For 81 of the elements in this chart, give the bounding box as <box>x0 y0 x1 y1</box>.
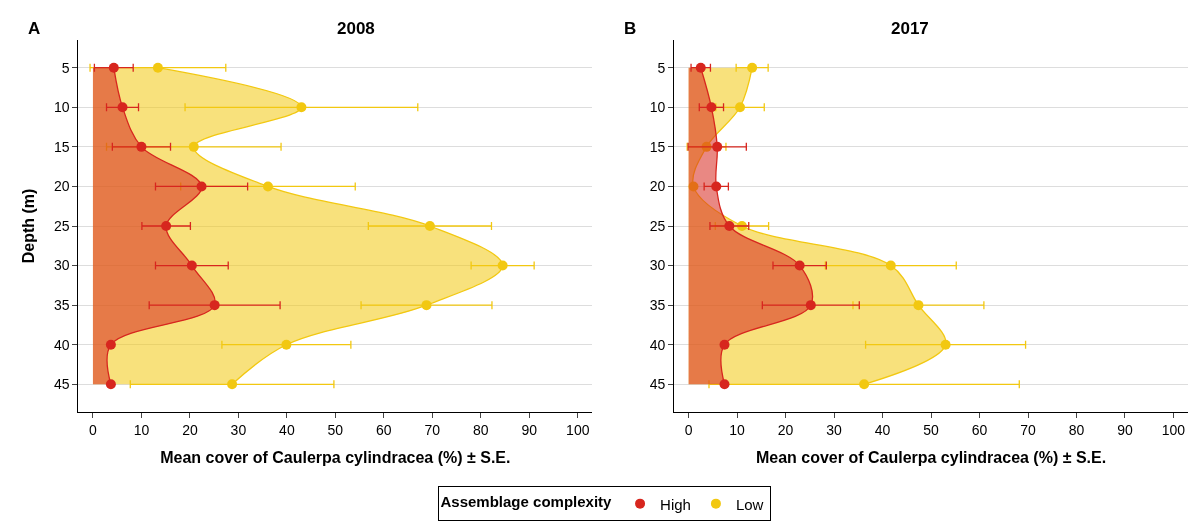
point <box>136 141 147 152</box>
x-tick-label: 80 <box>1068 421 1085 438</box>
x-tick-label: 0 <box>89 421 98 438</box>
point <box>497 260 508 271</box>
point <box>196 181 207 192</box>
y-tick-label: 35 <box>54 297 70 314</box>
point <box>719 379 730 390</box>
point <box>735 102 746 113</box>
x-tick-label: 10 <box>133 421 150 438</box>
point <box>421 300 432 311</box>
point <box>105 379 116 390</box>
x-tick-label: 100 <box>1161 421 1186 438</box>
y-tick-label: 10 <box>649 99 666 116</box>
point <box>940 339 951 350</box>
point <box>161 221 172 231</box>
y-tick-label: 15 <box>54 138 70 155</box>
point <box>719 339 730 350</box>
x-tick-label: 50 <box>327 421 344 438</box>
point <box>724 221 735 231</box>
point <box>281 339 292 350</box>
point <box>186 260 197 271</box>
y-tick-label: 45 <box>649 376 666 393</box>
x-axis-title: Mean cover of Caulerpa cylindracea (%) ± S.E. <box>160 449 511 467</box>
point <box>296 102 307 113</box>
point <box>712 141 723 152</box>
x-tick-label: 60 <box>376 421 392 438</box>
point <box>805 300 816 311</box>
x-tick-label: 30 <box>826 421 843 438</box>
legend-title: Assemblage complexity <box>440 492 613 510</box>
x-tick-label: 20 <box>777 421 794 438</box>
y-tick-label: 45 <box>54 376 70 393</box>
y-tick-label: 40 <box>54 336 70 353</box>
y-tick-label: 40 <box>649 336 666 353</box>
x-tick-label: 90 <box>521 421 538 438</box>
y-tick-label: 25 <box>54 217 70 234</box>
point <box>227 379 238 390</box>
y-tick-label: 15 <box>649 138 666 155</box>
x-tick-label: 20 <box>182 421 198 438</box>
point <box>188 141 199 152</box>
chart-title: 2017 <box>891 19 929 38</box>
y-tick-label: 5 <box>61 59 70 76</box>
point <box>424 221 435 231</box>
text: B <box>624 19 637 38</box>
legend-label: High <box>660 495 691 513</box>
point <box>859 379 870 390</box>
point <box>695 62 706 73</box>
x-tick-label: 40 <box>279 421 295 438</box>
x-tick-label: 100 <box>566 421 590 438</box>
y-tick-label: 30 <box>649 257 666 274</box>
y-tick-label: 30 <box>54 257 70 274</box>
point <box>117 102 128 113</box>
x-tick-label: 0 <box>684 421 693 438</box>
x-tick-label: 70 <box>1020 421 1037 438</box>
y-tick-label: 20 <box>54 178 70 195</box>
y-tick-label: 20 <box>649 178 666 195</box>
y-tick-label: 5 <box>657 59 666 76</box>
point <box>152 62 163 73</box>
point <box>711 181 722 192</box>
x-tick-label: 70 <box>424 421 441 438</box>
x-tick-label: 50 <box>923 421 940 438</box>
x-tick-label: 30 <box>230 421 247 438</box>
x-tick-label: 40 <box>874 421 891 438</box>
chart-title: 2008 <box>337 19 375 38</box>
legend-label: Low <box>735 495 764 513</box>
point <box>794 260 805 271</box>
x-tick-label: 90 <box>1117 421 1133 438</box>
y-axis-title: Depth (m) <box>19 188 37 264</box>
text: A <box>28 19 41 38</box>
point <box>262 181 273 192</box>
point <box>747 62 758 73</box>
x-tick-label: 60 <box>971 421 988 438</box>
x-axis-title: Mean cover of Caulerpa cylindracea (%) ± S.E. <box>755 449 1107 467</box>
x-tick-label: 10 <box>729 421 746 438</box>
point <box>108 62 119 73</box>
x-tick-label: 80 <box>473 421 489 438</box>
y-tick-label: 35 <box>649 297 666 314</box>
point <box>209 300 220 311</box>
y-tick-label: 10 <box>54 99 70 116</box>
point <box>706 102 717 113</box>
point <box>105 339 116 350</box>
y-tick-label: 25 <box>649 217 666 234</box>
